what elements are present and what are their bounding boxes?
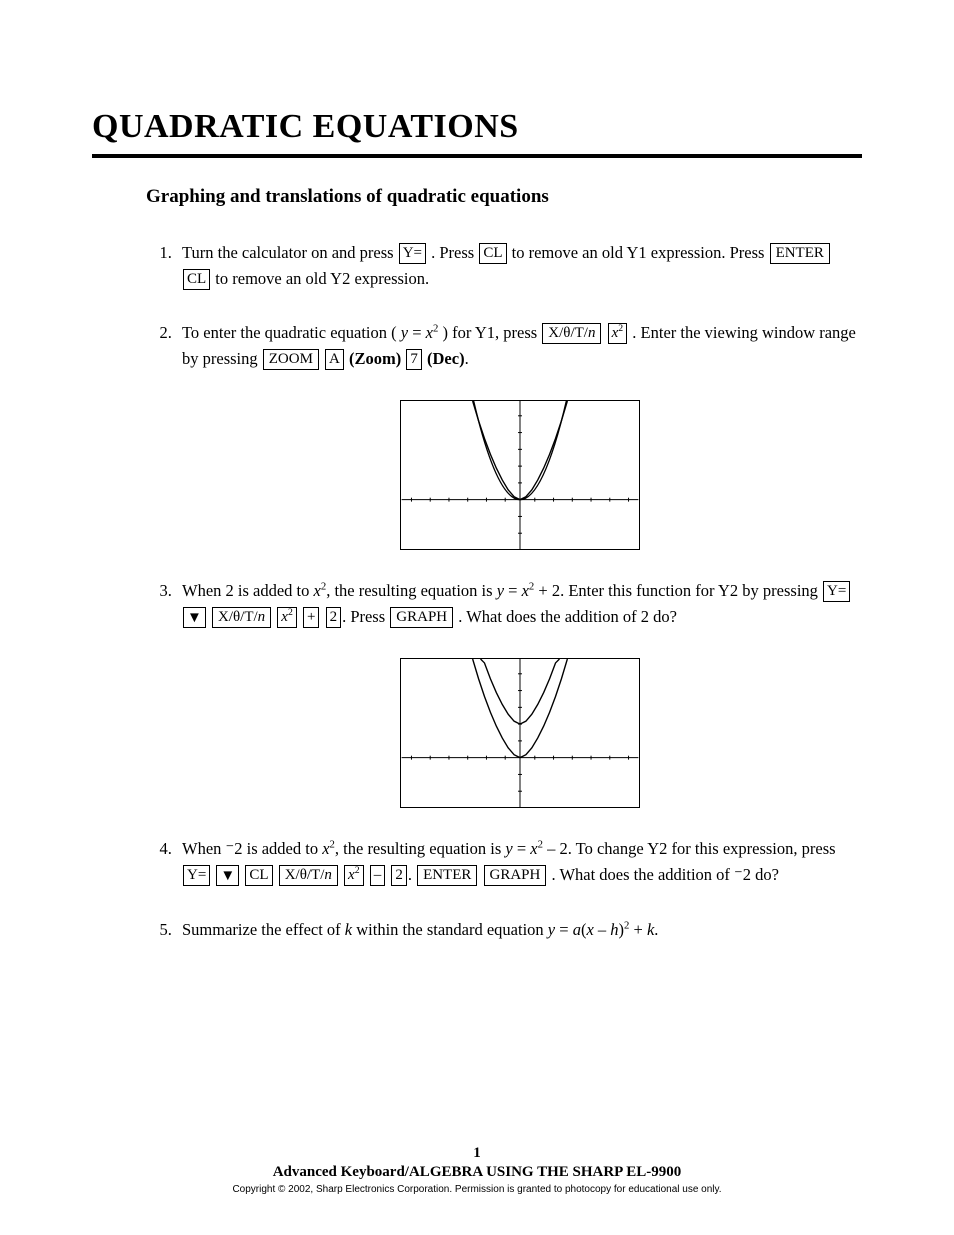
equation-x: x xyxy=(530,839,537,858)
step2-text1: To enter the quadratic equation ( xyxy=(182,323,401,342)
footer-copyright: Copyright © 2002, Sharp Electronics Corp… xyxy=(0,1184,954,1195)
key-y-equals: Y= xyxy=(399,243,426,264)
graph-2 xyxy=(400,658,640,808)
step-5: Summarize the effect of k within the sta… xyxy=(176,917,858,943)
content-block: Graphing and translations of quadratic e… xyxy=(92,186,862,943)
key-enter: ENTER xyxy=(417,865,477,886)
equation-y: y xyxy=(497,581,504,600)
key-x-squared: x2 xyxy=(277,607,297,628)
equation-sup2: 2 xyxy=(433,323,438,335)
equation-x: x xyxy=(322,839,329,858)
key-down-arrow: ▼ xyxy=(216,865,239,886)
step3-text-plus: + 2. Enter this function for Y2 by press… xyxy=(534,581,822,600)
key-x-squared: x2 xyxy=(608,323,628,344)
step4-text3: . xyxy=(408,865,416,884)
step-3: When 2 is added to x2, the resulting equ… xyxy=(176,578,858,808)
step-1: Turn the calculator on and press Y= . Pr… xyxy=(176,240,858,292)
equation-equals: = xyxy=(408,323,426,342)
key-cl: CL xyxy=(245,865,272,886)
step4-text4: . What does the addition of ⁻2 do? xyxy=(552,865,779,884)
step-list: Turn the calculator on and press Y= . Pr… xyxy=(146,240,858,943)
equation-equals: = xyxy=(513,839,531,858)
step5-text2: within the standard equation xyxy=(356,920,548,939)
key-x-var: X/θ/T/n xyxy=(542,323,601,344)
graph-2-svg xyxy=(401,659,639,807)
key-y-equals: Y= xyxy=(823,581,850,602)
label-dec: (Dec) xyxy=(427,349,465,368)
key-cl: CL xyxy=(479,243,506,264)
equation-x: x xyxy=(586,920,593,939)
step1-text3: to remove an old Y1 expression. Press xyxy=(512,243,769,262)
key-enter: ENTER xyxy=(770,243,830,264)
step5-text1: Summarize the effect of xyxy=(182,920,345,939)
title-rule xyxy=(92,154,862,158)
equation-x: x xyxy=(522,581,529,600)
subtitle: Graphing and translations of quadratic e… xyxy=(146,186,858,208)
graph-1-svg xyxy=(401,401,639,549)
step3-text1: When 2 is added to xyxy=(182,581,314,600)
step2-text2: ) for Y1, press xyxy=(442,323,541,342)
step1-text2: . Press xyxy=(431,243,478,262)
step1-text1: Turn the calculator on and press xyxy=(182,243,398,262)
label-zoom: (Zoom) xyxy=(349,349,401,368)
key-graph: GRAPH xyxy=(484,865,547,886)
step3-text3: . Press xyxy=(342,607,389,626)
key-x-var: X/θ/T/n xyxy=(212,607,271,628)
equation-x: x xyxy=(426,323,433,342)
step4-text1: When ⁻2 is added to xyxy=(182,839,322,858)
key-down-arrow: ▼ xyxy=(183,607,206,628)
footer-title: Advanced Keyboard/ALGEBRA USING THE SHAR… xyxy=(0,1164,954,1181)
step1-text4: to remove an old Y2 expression. xyxy=(215,269,429,288)
graph-1 xyxy=(400,400,640,550)
step4-text2: , the resulting equation is xyxy=(335,839,505,858)
equation-y: y xyxy=(401,323,408,342)
key-zoom: ZOOM xyxy=(263,349,319,370)
key-x-var: X/θ/T/n xyxy=(279,865,338,886)
page-footer: 1 Advanced Keyboard/ALGEBRA USING THE SH… xyxy=(0,1145,954,1195)
equation-plus: + xyxy=(629,920,647,939)
equation-equals: = xyxy=(504,581,522,600)
page-title: QUADRATIC EQUATIONS xyxy=(92,108,862,146)
key-plus: + xyxy=(303,607,319,628)
step2-period: . xyxy=(465,349,469,368)
key-graph: GRAPH xyxy=(390,607,453,628)
key-a: A xyxy=(325,349,344,370)
equation-k: k xyxy=(345,920,352,939)
key-2: 2 xyxy=(391,865,407,886)
step-4: When ⁻2 is added to x2, the resulting eq… xyxy=(176,836,858,888)
step3-text2: , the resulting equation is xyxy=(326,581,496,600)
equation-x: x xyxy=(314,581,321,600)
step5-period: . xyxy=(654,920,658,939)
page-number: 1 xyxy=(0,1145,954,1162)
equation-a: a xyxy=(573,920,581,939)
key-2: 2 xyxy=(326,607,342,628)
key-x-squared: x2 xyxy=(344,865,364,886)
equation-equals: = xyxy=(555,920,573,939)
key-minus: – xyxy=(370,865,386,886)
key-cl: CL xyxy=(183,269,210,290)
key-y-equals: Y= xyxy=(183,865,210,886)
page: QUADRATIC EQUATIONS Graphing and transla… xyxy=(0,0,954,1235)
step4-text-minus: – 2. To change Y2 for this expression, p… xyxy=(543,839,836,858)
key-7: 7 xyxy=(406,349,422,370)
equation-y: y xyxy=(505,839,512,858)
step-2: To enter the quadratic equation ( y = x2… xyxy=(176,320,858,550)
equation-minus: – xyxy=(594,920,611,939)
step3-text4: . What does the addition of 2 do? xyxy=(458,607,677,626)
equation-h: h xyxy=(610,920,618,939)
